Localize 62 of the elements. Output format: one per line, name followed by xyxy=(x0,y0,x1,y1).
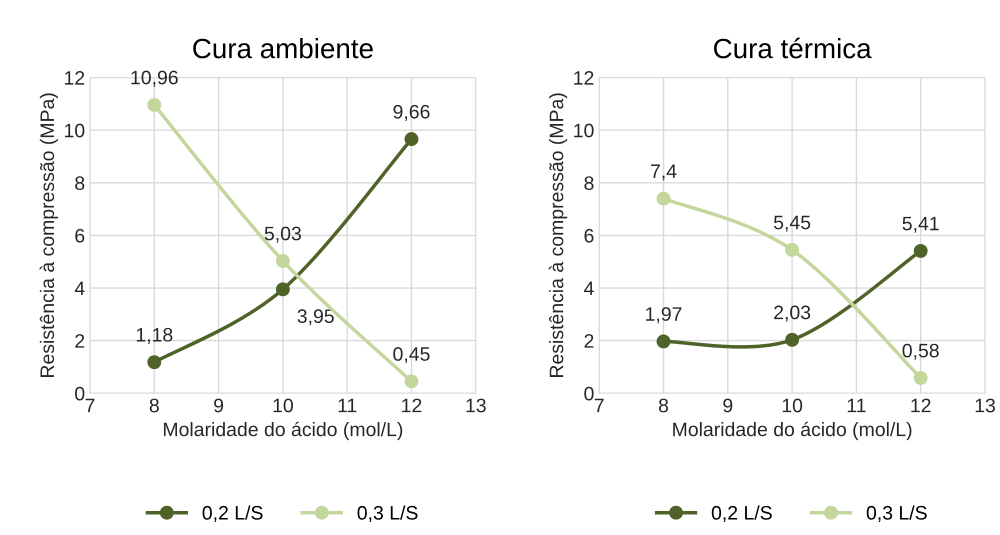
y-tick-label: 2 xyxy=(75,334,84,348)
y-tick-label: 4 xyxy=(584,282,594,296)
y-tick-label: 4 xyxy=(74,282,85,296)
y-tick-label: 10 xyxy=(64,124,84,138)
legend-label: 0,3 L/S xyxy=(866,505,927,522)
point xyxy=(656,334,670,348)
point xyxy=(404,374,418,388)
x-tick-label: 13 xyxy=(466,398,486,412)
point xyxy=(404,132,418,146)
y-tick-label: 10 xyxy=(574,124,594,138)
x-tick-label: 12 xyxy=(911,398,931,412)
x-tick-label: 7 xyxy=(86,398,94,412)
data-label: 5,03 xyxy=(264,226,301,243)
y-tick-label: 6 xyxy=(584,228,594,243)
point xyxy=(276,254,290,268)
y-tick-label: 8 xyxy=(75,176,84,190)
chart-title: Cura térmica xyxy=(714,38,872,58)
y-axis-title: Resistência à compressão (MPa) xyxy=(548,93,568,377)
y-tick-label: 0 xyxy=(584,386,594,400)
x-tick-label: 12 xyxy=(402,398,422,412)
data-label: 1,97 xyxy=(646,307,682,324)
data-label: 1,18 xyxy=(136,328,172,344)
data-label: 5,45 xyxy=(774,216,810,232)
y-tick-label: 6 xyxy=(75,228,84,243)
point xyxy=(914,244,928,258)
point xyxy=(147,98,162,112)
point xyxy=(785,242,800,257)
x-tick-label: 13 xyxy=(976,398,995,412)
data-label: 3,95 xyxy=(298,309,334,326)
data-label: 9,66 xyxy=(393,104,430,121)
x-tick-label: 11 xyxy=(848,398,866,412)
data-label: 7,4 xyxy=(651,164,676,180)
legend-label: 0,2 L/S xyxy=(712,505,772,522)
point xyxy=(914,371,928,385)
data-label: 5,41 xyxy=(902,216,939,233)
chart-title: Cura ambiente xyxy=(193,38,373,58)
point xyxy=(276,282,290,296)
x-axis-title: Molaridade do ácido (mol/L) xyxy=(673,422,912,440)
legend-label: 0,2 L/S xyxy=(202,505,263,522)
x-tick-label: 9 xyxy=(214,398,224,412)
x-axis-title: Molaridade do ácido (mol/L) xyxy=(164,422,402,440)
legend-label: 0,3 L/S xyxy=(358,505,418,522)
y-tick-label: 0 xyxy=(75,386,84,400)
y-tick-label: 8 xyxy=(584,176,594,190)
y-tick-label: 2 xyxy=(584,334,594,348)
y-tick-label: 12 xyxy=(64,71,84,85)
point xyxy=(785,332,800,347)
x-tick-label: 9 xyxy=(723,398,732,412)
data-label: 0,45 xyxy=(393,347,430,364)
x-tick-label: 10 xyxy=(782,398,802,412)
data-label: 0,58 xyxy=(902,344,939,360)
x-tick-label: 10 xyxy=(274,398,293,412)
x-tick-label: 7 xyxy=(594,398,604,412)
point xyxy=(147,355,162,370)
y-axis-title: Resistência à compressão (MPa) xyxy=(40,93,58,377)
x-tick-label: 8 xyxy=(150,398,159,412)
y-tick-label: 12 xyxy=(574,71,594,85)
point xyxy=(656,192,670,206)
x-tick-label: 11 xyxy=(338,398,356,412)
data-label: 10,96 xyxy=(131,70,178,87)
x-tick-label: 8 xyxy=(658,398,668,412)
data-label: 2,03 xyxy=(774,306,810,322)
